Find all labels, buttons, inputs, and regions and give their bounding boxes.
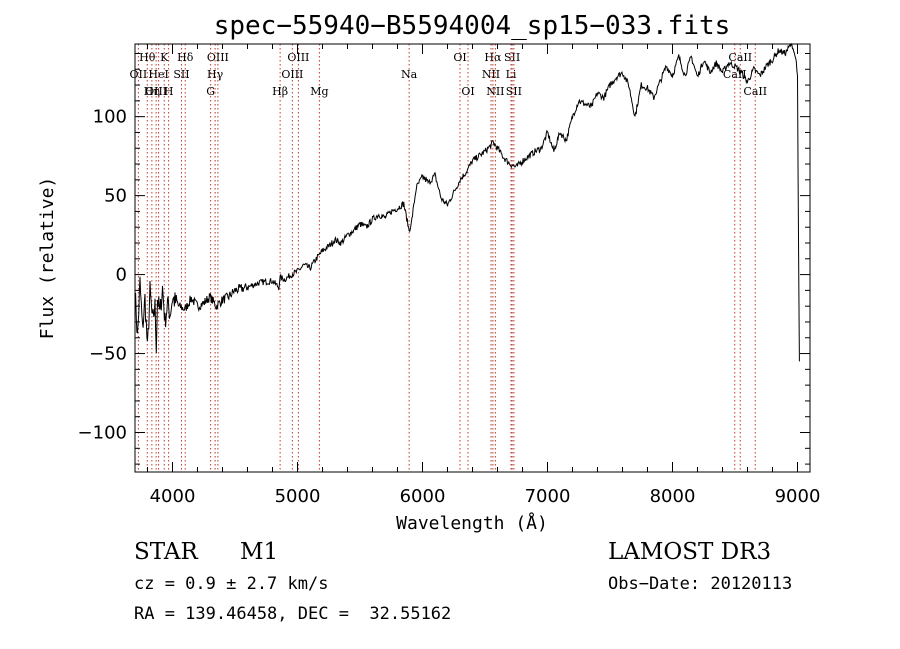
y-tick-label-0: −100: [78, 423, 127, 444]
x-axis-label: Wavelength (Å): [396, 512, 548, 534]
line-marker-label-9: OIII: [207, 51, 229, 64]
line-marker-label-14: OIII: [281, 68, 303, 81]
y-tick-label-3: 50: [104, 186, 127, 207]
coordinates: RA = 139.46458, DEC = 32.55162: [134, 604, 452, 624]
x-axis: 4000 5000 6000 7000 8000 9000: [147, 44, 821, 507]
line-marker-label-7: SII: [173, 68, 189, 81]
y-tick-label-4: 100: [93, 107, 127, 128]
line-marker-label-0: Hθ: [139, 51, 156, 64]
line-marker-label-4: K: [160, 51, 169, 64]
line-marker-label-25: CaII: [728, 51, 752, 64]
x-tick-label-2: 6000: [400, 486, 446, 507]
line-marker-label-2: OIII: [145, 85, 167, 98]
chart-title: spec−55940−B5594004_sp15−033.fits: [214, 11, 731, 41]
line-marker-label-3: Hη: [144, 85, 160, 98]
line-marker-label-20: SII: [504, 51, 520, 64]
x-tick-label-3: 7000: [525, 486, 571, 507]
line-marker-label-22: Li: [506, 68, 517, 81]
object-subclass: M1: [240, 539, 279, 565]
line-marker-label-15: Mg: [310, 85, 328, 98]
line-marker-label-1: OII: [130, 68, 148, 81]
line-marker-label-8: Hδ: [177, 51, 194, 64]
line-marker-label-6: HeI: [148, 68, 168, 81]
line-marker-label-16: Na: [401, 68, 418, 81]
line-marker-label-18: OI: [461, 85, 474, 98]
line-marker-label-17: OI: [453, 51, 466, 64]
plot-frame: [134, 43, 811, 473]
observation-date: Obs−Date: 20120113: [608, 574, 793, 594]
flux-series-line: [134, 42, 800, 362]
line-marker-label-10: Hγ: [207, 68, 224, 81]
line-marker-label-21: NII: [482, 68, 500, 81]
x-tick-label-4: 8000: [650, 486, 696, 507]
redshift-velocity: cz = 0.9 ± 2.7 km/s: [134, 574, 329, 594]
x-tick-label-5: 9000: [775, 486, 821, 507]
line-marker-label-19: Hα: [484, 51, 502, 64]
x-tick-label-1: 5000: [275, 486, 321, 507]
line-marker-label-13: OIII: [287, 51, 309, 64]
y-tick-label-2: 0: [116, 265, 127, 286]
line-marker-label-24: SII: [506, 85, 522, 98]
survey-name: LAMOST DR3: [608, 539, 772, 565]
object-class: STAR: [134, 539, 198, 565]
line-marker-label-27: CaII: [743, 85, 767, 98]
line-marker-label-5: H: [164, 85, 174, 98]
line-marker-label-12: Hβ: [272, 85, 288, 98]
x-tick-label-0: 4000: [150, 486, 196, 507]
y-tick-label-1: −50: [89, 344, 127, 365]
line-marker-label-23: NII: [486, 85, 504, 98]
line-marker-label-11: G: [206, 85, 215, 98]
y-axis-label: Flux (relative): [37, 177, 58, 340]
y-axis: −100 −50 0 50 100: [78, 52, 810, 465]
